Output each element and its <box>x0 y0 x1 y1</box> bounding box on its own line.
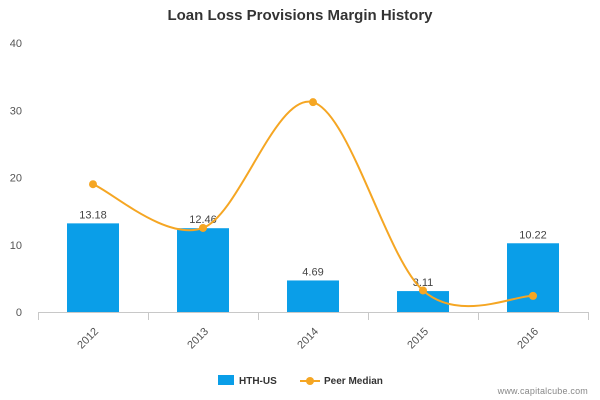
bar-2016 <box>507 243 559 312</box>
x-tick-label: 2012 <box>75 326 101 352</box>
watermark: www.capitalcube.com <box>497 386 588 396</box>
bar-2013 <box>177 228 229 312</box>
peer-median-point-2012 <box>89 180 97 189</box>
x-tick-label: 2015 <box>405 326 431 352</box>
legend-label-bar: HTH-US <box>239 376 277 387</box>
legend-swatch-bar <box>218 375 234 385</box>
y-tick-label: 30 <box>10 105 22 117</box>
peer-median-points <box>89 98 537 300</box>
y-tick-label: 0 <box>16 307 22 319</box>
bar-2012 <box>67 223 119 312</box>
bar-value-label: 10.22 <box>519 229 547 241</box>
bar-2015 <box>397 291 449 312</box>
y-axis-ticks: 0 10 20 30 40 <box>10 38 22 319</box>
y-tick-label: 20 <box>10 173 22 185</box>
bar-series <box>67 223 559 312</box>
bar-value-label: 4.69 <box>302 266 323 278</box>
peer-median-point-2013 <box>199 223 207 232</box>
x-tick-label: 2014 <box>295 326 321 352</box>
legend[interactable]: HTH-US Peer Median <box>218 375 383 387</box>
legend-label-line: Peer Median <box>324 376 383 387</box>
y-tick-label: 10 <box>10 240 22 252</box>
chart-title: Loan Loss Provisions Margin History <box>167 7 433 24</box>
peer-median-point-2015 <box>419 286 427 295</box>
bar-2014 <box>287 280 339 312</box>
y-tick-label: 40 <box>10 38 22 50</box>
x-tick-label: 2016 <box>515 326 541 352</box>
peer-median-point-2014 <box>309 98 317 107</box>
peer-median-point-2016 <box>529 291 537 300</box>
x-axis-ticks <box>38 312 589 320</box>
legend-swatch-marker <box>306 377 314 385</box>
x-tick-labels: 2012 2013 2014 2015 2016 <box>75 326 541 352</box>
x-tick-label: 2013 <box>185 326 211 352</box>
bar-value-label: 13.18 <box>79 209 107 221</box>
